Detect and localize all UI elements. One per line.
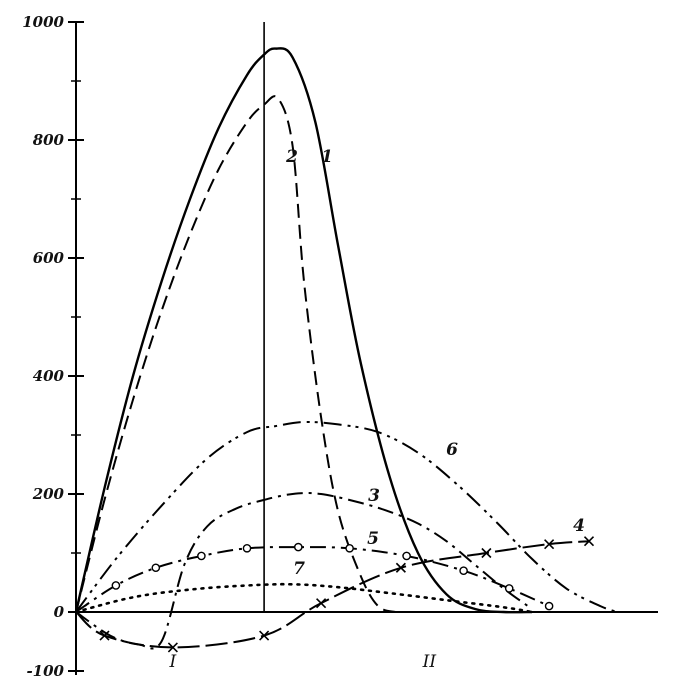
series-4-x-marker	[583, 536, 595, 547]
series-6-label: 6	[446, 440, 458, 460]
series-5-circle-marker	[242, 543, 252, 553]
series-4-x-marker	[167, 642, 178, 653]
series-5-circle-marker	[293, 542, 303, 552]
y-tick-label: 200	[32, 485, 65, 503]
series-1-label: 1	[321, 147, 333, 167]
series-4-x-marker	[259, 630, 270, 641]
y-tick-label: 600	[33, 249, 65, 267]
y-tick-label: 0	[54, 603, 65, 621]
region-label: II	[422, 652, 437, 672]
series-4-x-marker	[316, 598, 327, 609]
axes: -100 0 200 400 600 800 1000	[22, 13, 658, 676]
series-7-label: 7	[293, 559, 305, 579]
series-layer	[74, 47, 618, 653]
series-5-circle-marker	[151, 563, 161, 573]
series-1-line	[74, 47, 533, 614]
series-5-circle-marker	[544, 601, 554, 611]
series-4-x-marker	[99, 630, 110, 641]
series-5-circle-marker	[402, 551, 411, 561]
series-2-label: 2	[285, 147, 298, 167]
series-2-line	[75, 95, 396, 613]
series-6-line	[75, 420, 618, 613]
y-tick-label: 400	[33, 367, 65, 385]
series-4-label: 4	[573, 516, 585, 536]
series-5-line	[75, 546, 550, 613]
y-tick-label: 800	[33, 131, 65, 149]
series-3-line	[75, 492, 533, 650]
series-5-circle-marker	[111, 581, 121, 590]
region-label: I	[169, 652, 177, 672]
series-5-circle-marker	[345, 543, 354, 553]
series-5-label: 5	[367, 529, 379, 549]
series-5-circle-marker	[197, 551, 206, 561]
y-tick-label: 1000	[22, 13, 64, 31]
series-4-x-marker	[544, 539, 555, 550]
series-5-circle-marker	[504, 584, 514, 593]
y-tick-label: -100	[26, 662, 64, 676]
series-5-circle-marker	[459, 566, 468, 576]
series-3-label: 3	[368, 486, 380, 506]
series-4-x-marker	[395, 562, 406, 573]
series-7-line	[74, 582, 534, 614]
series-4-x-marker	[481, 547, 492, 559]
